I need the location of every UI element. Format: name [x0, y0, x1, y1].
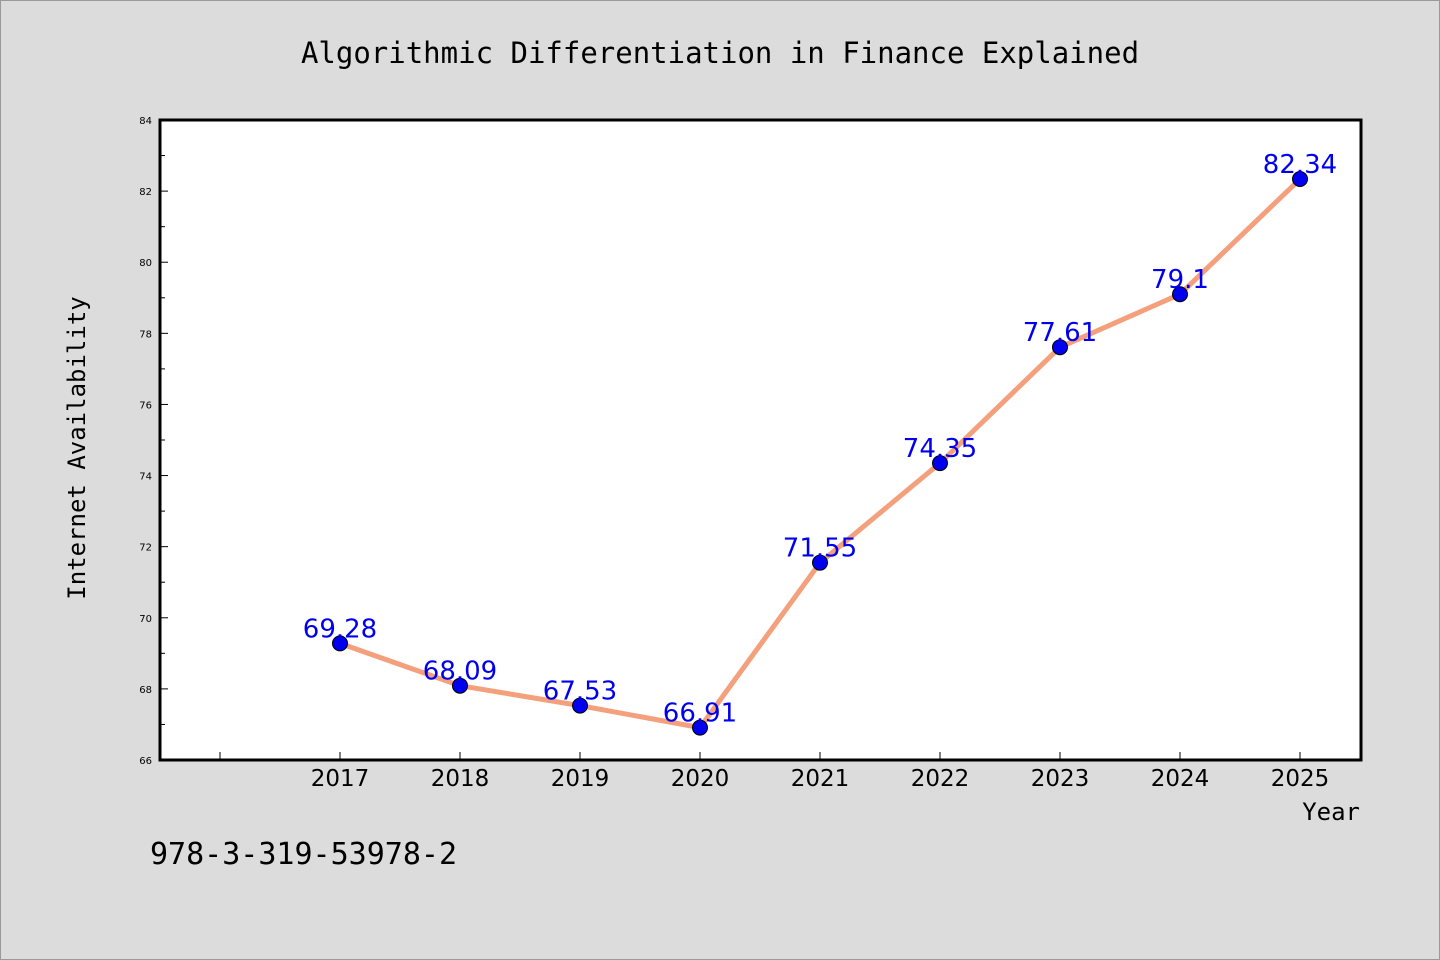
data-point: [932, 455, 948, 472]
y-tick-label: 68: [139, 685, 152, 696]
data-point: [1292, 171, 1308, 188]
data-label: 69.28: [303, 614, 377, 644]
x-tick-label: 2019: [551, 766, 610, 792]
data-point: [1052, 339, 1068, 356]
y-tick-label: 76: [139, 400, 152, 411]
x-axis-label: Year: [1302, 798, 1360, 826]
data-point: [452, 677, 468, 694]
x-tick-label: 2024: [1151, 766, 1210, 792]
y-tick-label: 82: [139, 187, 152, 198]
data-point: [332, 635, 348, 652]
data-label: 68.09: [423, 657, 497, 687]
data-label: 66.91: [663, 699, 737, 729]
data-label: 74.35: [903, 434, 977, 464]
plot-border: [158, 118, 1363, 762]
isbn-text: 978-3-319-53978-2: [150, 837, 457, 872]
plot-area: [160, 120, 1361, 760]
y-tick-label: 74: [139, 472, 152, 483]
x-tick-label: 2021: [791, 766, 850, 792]
data-point: [812, 554, 828, 571]
chart-title: Algorithmic Differentiation in Finance E…: [301, 36, 1139, 70]
data-label: 77.61: [1023, 318, 1097, 348]
data-label: 71.55: [783, 534, 857, 564]
y-tick-label: 84: [139, 116, 152, 127]
data-label: 67.53: [543, 677, 617, 707]
y-tick-label: 78: [139, 329, 152, 340]
data-point: [1172, 286, 1188, 303]
x-tick-label: 2017: [311, 766, 370, 792]
data-point: [692, 719, 708, 736]
y-tick-label: 80: [139, 258, 152, 269]
y-tick-label: 70: [139, 614, 152, 625]
data-point: [572, 697, 588, 714]
data-series: 69.28 68.09 67.53 66.91 71.55 74.35 77.61 79.1 8…: [303, 150, 1337, 736]
x-tick-label: 2025: [1271, 766, 1330, 792]
data-label: 79.1: [1151, 265, 1209, 295]
y-tick-label: 72: [139, 543, 152, 554]
data-label: 82.34: [1263, 150, 1337, 180]
x-axis: 2017 2018 2019 2020 2021 2022 2023 2024 2025: [219, 752, 1330, 792]
x-tick-label: 2022: [911, 766, 970, 792]
y-axis-label: Internet Availability: [63, 296, 91, 599]
x-tick-label: 2023: [1031, 766, 1090, 792]
x-tick-label: 2020: [671, 766, 730, 792]
y-tick-label: 66: [139, 756, 152, 767]
x-tick-label: 2018: [431, 766, 490, 792]
